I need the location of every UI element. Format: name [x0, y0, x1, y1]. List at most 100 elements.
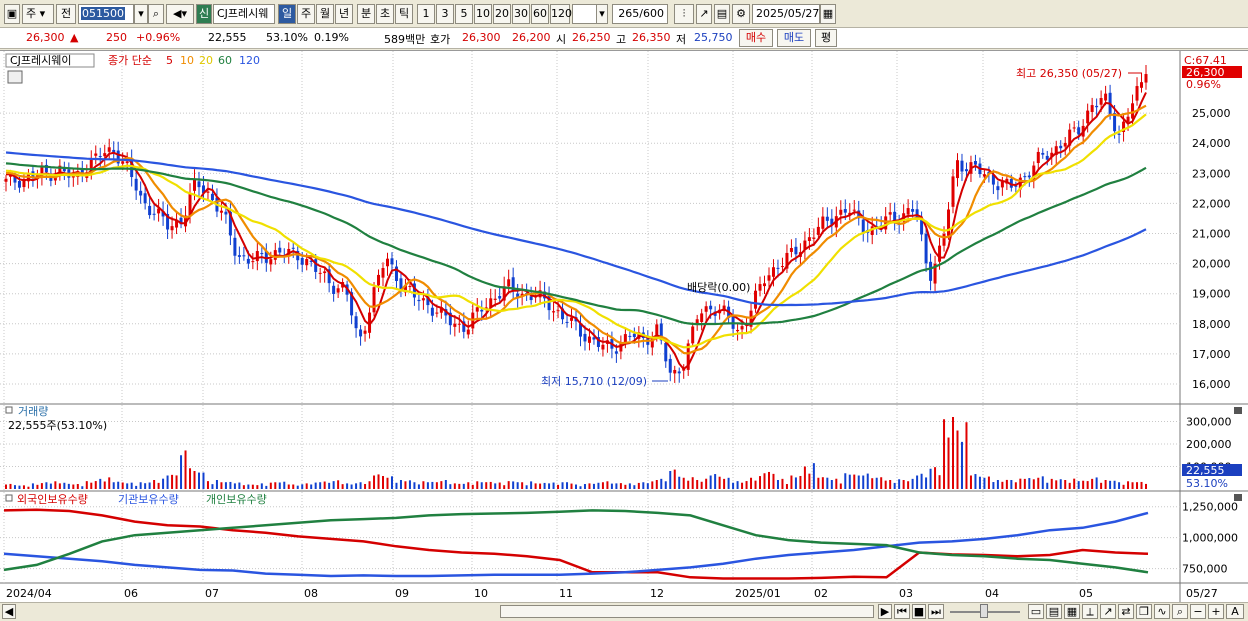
scroll-left-icon[interactable]: ◀ — [2, 604, 16, 619]
tab-minute[interactable]: 분 — [357, 4, 375, 24]
volume-panel-icon[interactable] — [5, 406, 13, 414]
low-price: 25,750 — [694, 31, 733, 44]
date-field[interactable]: 2025/05/27 — [752, 4, 820, 24]
volume-bar — [969, 475, 972, 489]
y-axis-holding: 1,250,000 1,000,000 750,000 — [1182, 501, 1238, 576]
tab-week[interactable]: 주 — [297, 4, 315, 24]
volume-bar — [94, 481, 97, 489]
candle-body — [938, 245, 942, 262]
volume-bar — [682, 477, 685, 489]
volume-tick-label: 300,000 — [1186, 416, 1232, 429]
tab-second[interactable]: 초 — [376, 4, 394, 24]
search-icon[interactable]: ⌕ — [1172, 604, 1188, 619]
interval-30[interactable]: 30 — [512, 4, 530, 24]
eval-button[interactable]: 평 — [815, 29, 837, 47]
zoom-out-icon[interactable]: − — [1190, 604, 1206, 619]
volume-bar — [776, 480, 779, 489]
scroll-thumb[interactable] — [500, 605, 874, 618]
buy-button[interactable]: 매수 — [739, 29, 773, 47]
candle-body — [1086, 110, 1090, 124]
interval-3[interactable]: 3 — [436, 4, 454, 24]
candle-body — [960, 160, 964, 172]
tab-day[interactable]: 일 — [278, 4, 296, 24]
candle-body — [1063, 142, 1067, 147]
stock-code-input[interactable]: 051500 — [78, 4, 134, 24]
save-icon[interactable]: ▤ — [714, 4, 730, 24]
table-view-icon[interactable] — [7, 70, 23, 84]
tab-tick[interactable]: 틱 — [395, 4, 413, 24]
gear-icon[interactable]: ⚙ — [732, 4, 750, 24]
candle-body — [94, 153, 98, 156]
chart-area[interactable]: 2024/04 06 07 08 09 10 11 12 2025/01 02 03 04 05 25,… — [0, 50, 1248, 603]
new-button[interactable]: 신 — [196, 4, 212, 24]
volume-bar — [983, 477, 986, 489]
speaker-icon[interactable]: ◀▾ — [166, 4, 194, 24]
draw-tool-icon[interactable]: ↗ — [696, 4, 712, 24]
volume-bar — [696, 480, 699, 489]
count-field[interactable]: 265/600 — [612, 4, 668, 24]
sell-button[interactable]: 매도 — [777, 29, 811, 47]
last-icon[interactable]: ⏭ — [928, 604, 944, 619]
holding-close-icon[interactable] — [1234, 494, 1242, 501]
scroll-bar[interactable]: ◀ ▶ ⏮ ■ ⏭ ▭ ▤ ▦ ⟂ ↗ ⇄ ❐ ∿ ⌕ − + A — [0, 602, 1248, 621]
candle-body — [857, 210, 861, 219]
window-icon[interactable]: ▣ — [4, 4, 20, 24]
holding-line — [3, 509, 1149, 574]
volume-close-icon[interactable] — [1234, 407, 1242, 414]
candle-icon[interactable]: ⫶ — [674, 4, 694, 24]
volume-bar — [453, 483, 456, 489]
copy-icon[interactable]: ❐ — [1136, 604, 1152, 619]
candle-body — [152, 213, 156, 215]
volume-bar — [1073, 478, 1076, 489]
calendar-icon[interactable]: ▦ — [820, 4, 836, 24]
candle-body — [40, 167, 44, 177]
volume-bar — [530, 481, 533, 489]
indicator-icon[interactable]: ⟂ — [1082, 604, 1098, 619]
volume-bar — [386, 477, 389, 489]
volume-bar — [287, 484, 290, 489]
zoom-slider-handle[interactable] — [980, 604, 988, 618]
interval-120[interactable]: 120 — [550, 4, 572, 24]
period-select[interactable]: 주 ▾ — [22, 4, 54, 24]
stop-icon[interactable]: ■ — [912, 604, 926, 619]
split-icon[interactable]: ▤ — [1046, 604, 1062, 619]
volume-bar — [934, 467, 937, 489]
volume-bar — [426, 482, 429, 489]
chevron-down-icon[interactable]: ▾ — [596, 4, 608, 24]
scroll-right-icon[interactable]: ▶ — [878, 604, 892, 619]
stock-name-field[interactable]: CJ프레시웨 — [213, 4, 275, 24]
trend-icon[interactable]: ↗ — [1100, 604, 1116, 619]
tab-year[interactable]: 년 — [335, 4, 353, 24]
grid-icon[interactable]: ▦ — [1064, 604, 1080, 619]
x-tick-label: 2024/04 — [6, 587, 52, 600]
candle-body — [942, 233, 946, 246]
layout-icon[interactable]: ▭ — [1028, 604, 1044, 619]
candle-body — [394, 266, 398, 281]
legend-ma-60: 60 — [218, 54, 232, 67]
stock-chart[interactable]: 2024/04 06 07 08 09 10 11 12 2025/01 02 03 04 05 25,… — [0, 51, 1248, 603]
zoom-in-icon[interactable]: + — [1208, 604, 1224, 619]
compare-icon[interactable]: ⇄ — [1118, 604, 1134, 619]
candle-body — [812, 237, 816, 239]
volume-bar — [305, 483, 308, 489]
interval-5[interactable]: 5 — [455, 4, 473, 24]
holding-panel-icon[interactable] — [5, 494, 13, 502]
chart-type-icon[interactable]: ∿ — [1154, 604, 1170, 619]
interval-1[interactable]: 1 — [417, 4, 435, 24]
font-size-icon[interactable]: A — [1226, 604, 1244, 619]
interval-60[interactable]: 60 — [531, 4, 549, 24]
tab-month[interactable]: 월 — [316, 4, 334, 24]
candle-body — [1140, 82, 1144, 88]
volume-bar — [691, 477, 694, 489]
interval-20[interactable]: 20 — [493, 4, 511, 24]
chevron-down-icon[interactable]: ▾ — [134, 4, 148, 24]
candle-body — [1032, 165, 1036, 180]
volume-bar — [1131, 482, 1134, 489]
price-change: 250 — [106, 31, 127, 44]
search-icon[interactable]: ⌕ — [148, 4, 164, 24]
interval-10[interactable]: 10 — [474, 4, 492, 24]
first-icon[interactable]: ⏮ — [894, 604, 910, 619]
volume-bar — [759, 476, 762, 489]
prev-button[interactable]: 전 — [56, 4, 76, 24]
toolbar: ▣ 주 ▾ 전 051500 ▾ ⌕ ◀▾ 신 CJ프레시웨 일 주 월 년 분… — [0, 0, 1248, 28]
